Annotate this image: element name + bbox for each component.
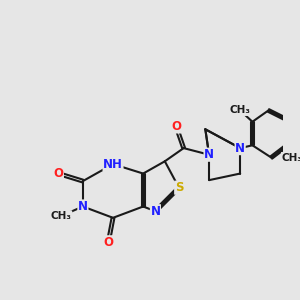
Text: N: N xyxy=(78,200,88,213)
Text: CH₃: CH₃ xyxy=(51,211,72,221)
Text: N: N xyxy=(235,142,245,154)
Text: NH: NH xyxy=(103,158,123,171)
Text: S: S xyxy=(175,181,183,194)
Text: O: O xyxy=(53,167,63,180)
Text: N: N xyxy=(204,148,214,161)
Text: CH₃: CH₃ xyxy=(281,152,300,163)
Text: O: O xyxy=(171,120,181,133)
Text: CH₃: CH₃ xyxy=(230,105,251,116)
Text: N: N xyxy=(150,205,161,218)
Text: O: O xyxy=(103,236,113,249)
